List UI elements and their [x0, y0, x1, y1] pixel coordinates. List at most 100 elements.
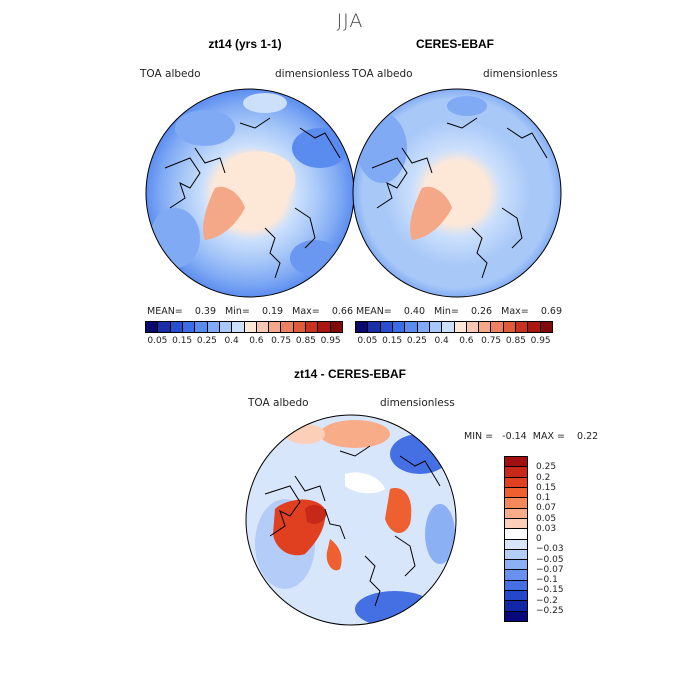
- diff-colorbar-swatch: [505, 529, 527, 540]
- colorbar-swatch: [516, 322, 529, 332]
- colorbar-tick-label: 0.6: [249, 336, 264, 346]
- colorbar-tick-label: 0.15: [382, 336, 403, 346]
- colorbar-swatch: [306, 322, 319, 332]
- diff-colorbar-tick-label: −0.15: [536, 585, 564, 596]
- panel-2-colorbar: 0.05 0.15 0.25 0.4 0.6 0.75 0.85 0.95: [355, 321, 553, 348]
- colorbar-tick-label: 0.95: [320, 336, 341, 346]
- colorbar-swatch: [442, 322, 455, 332]
- diff-colorbar-tick-label: 0.25: [536, 462, 557, 473]
- colorbar-tick-label: 0.05: [147, 336, 168, 346]
- diff-colorbar-swatch: [505, 467, 527, 478]
- diff-colorbar-swatch: [505, 570, 527, 581]
- colorbar-tick-label: 0.05: [357, 336, 378, 346]
- diff-colorbar-swatches: [504, 456, 528, 622]
- colorbar-tick-label: 0.25: [196, 336, 217, 346]
- colorbar-swatch: [528, 322, 541, 332]
- figure-title: JJA: [336, 10, 364, 32]
- colorbar-swatch: [158, 322, 171, 332]
- panel-2-var-label: TOA albedo: [352, 68, 413, 80]
- colorbar-tick-label: 0.15: [172, 336, 193, 346]
- diff-colorbar-tick-label: −0.03: [536, 544, 564, 555]
- panel-1-colorbar: 0.05 0.15 0.25 0.4 0.6 0.75 0.85 0.95: [145, 321, 343, 348]
- colorbar-swatches: [355, 321, 553, 333]
- diff-colorbar-swatch: [505, 539, 527, 550]
- colorbar-swatch: [293, 322, 307, 332]
- diff-panel-polar-map: [245, 414, 457, 626]
- colorbar-swatch: [318, 322, 331, 332]
- colorbar-swatch: [454, 322, 467, 332]
- diff-colorbar-swatch: [505, 498, 527, 509]
- diff-panel-stats: MIN = -0.14 MAX = 0.22: [464, 431, 599, 442]
- colorbar-swatch: [182, 322, 196, 332]
- diff-colorbar-tick-label: −0.1: [536, 575, 558, 585]
- colorbar-tick-label: 0.95: [530, 336, 551, 346]
- colorbar-swatch: [540, 322, 552, 332]
- colorbar-swatch: [146, 322, 159, 332]
- panel-1-polar-map: [145, 88, 355, 298]
- colorbar-tick-label: 0.85: [505, 336, 526, 346]
- diff-colorbar-tick-label: −0.2: [536, 595, 558, 606]
- colorbar-tick-label: 0.4: [434, 336, 449, 346]
- colorbar-swatch: [405, 322, 418, 332]
- diff-colorbar-swatch: [505, 591, 527, 602]
- colorbar-swatch: [207, 322, 220, 332]
- colorbar-swatch: [330, 322, 342, 332]
- colorbar-swatch: [256, 322, 270, 332]
- colorbar-swatch: [392, 322, 406, 332]
- colorbar-swatch: [170, 322, 183, 332]
- panel-1-var-label: TOA albedo: [140, 68, 201, 80]
- diff-colorbar-swatch: [505, 611, 527, 621]
- diff-panel-units: dimensionless: [380, 397, 455, 409]
- colorbar-swatch: [269, 322, 282, 332]
- diff-colorbar-swatch: [505, 508, 527, 519]
- diff-colorbar-tick-label: 0: [536, 534, 542, 544]
- diff-colorbar-tick-label: −0.05: [536, 554, 564, 565]
- colorbar-swatch: [244, 322, 257, 332]
- colorbar-swatch: [503, 322, 517, 332]
- colorbar-tick-label: 0.25: [406, 336, 427, 346]
- panel-1-title: zt14 (yrs 1-1): [208, 37, 282, 51]
- diff-colorbar-tick-label: −0.07: [536, 564, 564, 575]
- panel-2-units: dimensionless: [483, 68, 558, 80]
- colorbar-swatch: [356, 322, 369, 332]
- diff-colorbar-tick-label: 0.07: [536, 503, 557, 514]
- colorbar-tick-label: 0.85: [295, 336, 316, 346]
- diff-colorbar-swatch: [505, 601, 527, 612]
- colorbar-swatches: [145, 321, 343, 333]
- diff-colorbar-swatch: [505, 580, 527, 592]
- diff-colorbar-tick-label: 0.2: [536, 472, 551, 483]
- colorbar-tick-label: 0.75: [271, 336, 292, 346]
- panel-2-polar-map: [352, 88, 562, 298]
- diff-colorbar-swatch: [505, 560, 527, 571]
- colorbar-swatch: [429, 322, 443, 332]
- colorbar-tick-labels: 0.05 0.15 0.25 0.4 0.6 0.75 0.85 0.95: [355, 336, 553, 348]
- colorbar-tick-label: 0.6: [459, 336, 474, 346]
- diff-colorbar-tick-label: 0.1: [536, 493, 551, 503]
- colorbar-swatch: [417, 322, 430, 332]
- diff-colorbar-tick-label: −0.25: [536, 605, 564, 616]
- colorbar-swatch: [491, 322, 504, 332]
- diff-panel-title: zt14 - CERES-EBAF: [293, 367, 406, 381]
- colorbar-swatch: [219, 322, 233, 332]
- colorbar-tick-label: 0.4: [224, 336, 239, 346]
- colorbar-swatch: [195, 322, 208, 332]
- colorbar-tick-label: 0.75: [481, 336, 502, 346]
- diff-colorbar-swatch: [505, 518, 527, 530]
- diff-colorbar-swatch: [505, 477, 527, 488]
- colorbar-swatch: [281, 322, 294, 332]
- diff-colorbar-swatch: [505, 457, 527, 468]
- colorbar-swatch: [479, 322, 492, 332]
- diff-colorbar-tick-label: 0.03: [536, 523, 557, 534]
- diff-colorbar-tick-label: 0.15: [536, 482, 557, 493]
- panel-2-stats: MEAN= 0.40 Min= 0.26 Max= 0.69: [356, 306, 562, 317]
- panel-2-title: CERES-EBAF: [415, 37, 494, 51]
- panel-1-units: dimensionless: [275, 68, 350, 80]
- diff-panel-var-label: TOA albedo: [248, 397, 309, 409]
- colorbar-swatch: [466, 322, 480, 332]
- colorbar-swatch: [380, 322, 393, 332]
- panel-1-stats: MEAN= 0.39 Min= 0.19 Max= 0.66: [147, 306, 353, 317]
- colorbar-swatch: [232, 322, 245, 332]
- colorbar-swatch: [368, 322, 381, 332]
- diff-colorbar-tick-label: 0.05: [536, 513, 557, 524]
- diff-colorbar-swatch: [505, 549, 527, 561]
